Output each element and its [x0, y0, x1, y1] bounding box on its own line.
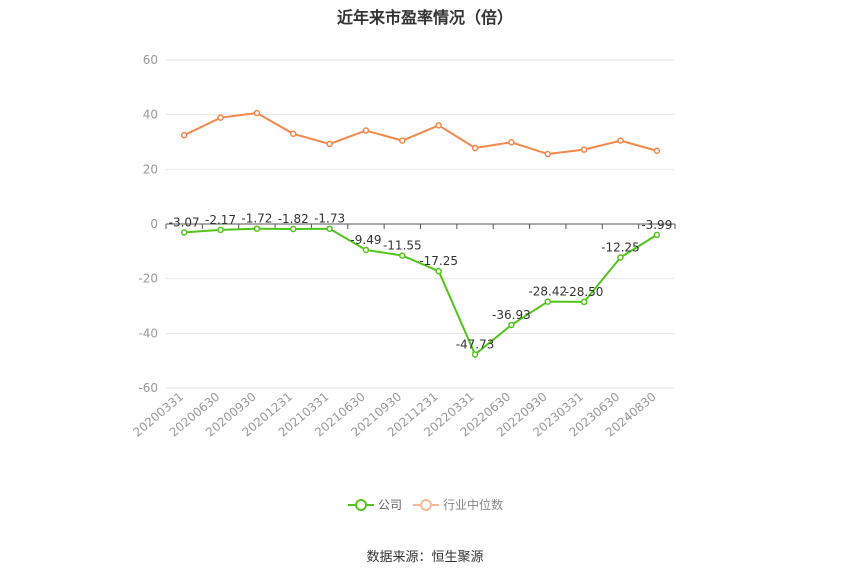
industry-point	[217, 114, 224, 121]
data-label: -36.93	[492, 308, 531, 322]
industry-point	[362, 127, 370, 134]
company-point	[180, 229, 188, 236]
company-point	[544, 298, 551, 305]
company-point	[399, 252, 406, 259]
data-label: -9.49	[350, 233, 381, 247]
industry-point	[435, 122, 442, 129]
data-label: -28.42	[528, 285, 567, 299]
y-tick-label: 20	[143, 162, 158, 176]
data-label: -17.25	[419, 254, 458, 268]
industry-point	[544, 150, 551, 158]
company-point	[362, 246, 370, 254]
data-label: -3.99	[641, 218, 672, 232]
chart-title: 近年来市盈率情况（倍）	[336, 8, 513, 27]
company-point	[471, 351, 479, 358]
industry-point	[617, 137, 624, 144]
legend-company-label: 公司	[378, 498, 403, 512]
company-point	[508, 321, 515, 329]
data-label: -2.17	[205, 213, 236, 227]
data-label: -1.73	[314, 212, 345, 226]
company-series-line	[184, 227, 658, 357]
data-label: -1.82	[278, 212, 309, 226]
y-tick-label: -40	[138, 326, 158, 340]
industry-point	[580, 146, 588, 153]
y-tick-label: -60	[138, 381, 158, 395]
industry-point	[326, 140, 333, 148]
data-label: -12.25	[601, 240, 640, 254]
industry-point	[290, 130, 297, 138]
legend-industry-label: 行业中位数	[443, 498, 504, 512]
company-point	[653, 231, 661, 239]
industry-point	[399, 137, 406, 144]
company-point	[617, 254, 624, 261]
legend-item-company[interactable]: 公司	[348, 496, 402, 513]
industry-point	[508, 139, 515, 146]
data-label: -3.07	[169, 215, 200, 229]
data-label: -28.50	[565, 285, 604, 299]
company-point	[290, 225, 297, 233]
company-point	[217, 226, 224, 234]
company-point	[326, 225, 333, 232]
legend-company-marker-icon	[348, 498, 374, 512]
data-label: -11.55	[383, 239, 422, 253]
data-label: -47.73	[456, 337, 495, 351]
data-label: -1.72	[241, 212, 272, 226]
chart-legend: 公司 行业中位数	[0, 496, 850, 516]
industry-point	[253, 109, 261, 117]
company-point	[435, 267, 442, 275]
y-tick-label: 60	[143, 53, 158, 67]
company-point	[580, 298, 588, 306]
industry-point	[653, 147, 661, 154]
legend-industry-marker-icon	[413, 498, 439, 512]
legend-item-industry-median[interactable]: 行业中位数	[413, 496, 503, 513]
y-tick-label: 0	[150, 217, 158, 231]
y-tick-label: -20	[138, 272, 158, 286]
industry-point	[471, 144, 479, 152]
industry-series-line	[183, 111, 658, 156]
company-point	[253, 225, 261, 232]
data-source: 数据来源：恒生聚源	[366, 550, 484, 565]
industry-point	[180, 131, 188, 139]
y-tick-label: 40	[143, 108, 158, 122]
